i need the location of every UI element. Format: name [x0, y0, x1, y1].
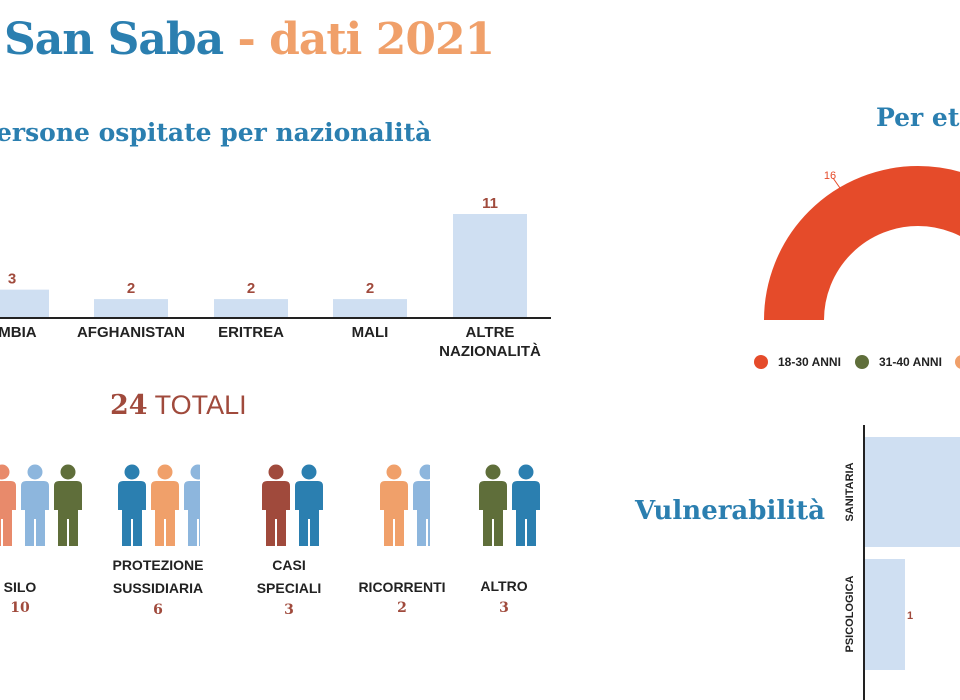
- person-icon-group: [477, 464, 543, 548]
- age-legend-dot: [955, 355, 960, 369]
- vulnerability-category-label: SANITARIA: [844, 462, 856, 522]
- nationality-bar-value: 2: [247, 280, 255, 297]
- vulnerability-chart-title: Vulnerabilità: [635, 496, 825, 526]
- person-icon-group: [0, 464, 85, 548]
- age-legend-label: 31-40 ANNI: [879, 355, 942, 369]
- age-legend-dot: [754, 355, 768, 369]
- group-label-line2: SPECIALI: [256, 580, 322, 596]
- nationality-chart-title: ersone ospitate per nazionalità: [0, 118, 432, 147]
- nationality-category-label: ALTRE NAZIONALITÀ: [415, 323, 565, 361]
- nationality-category-label: MALI: [295, 323, 445, 342]
- nationality-bar: [453, 214, 527, 318]
- nationality-category-label: AFGHANISTAN: [56, 323, 206, 342]
- age-legend-label: 18-30 ANNI: [778, 355, 841, 369]
- group-label-line2: SILO: [3, 579, 37, 595]
- vulnerability-bar-value: 1: [907, 610, 913, 622]
- group-count: 3: [284, 602, 294, 618]
- vulnerability-bar: [865, 437, 960, 547]
- nationality-bar-value: 3: [8, 271, 16, 288]
- nationality-category-label-line: ERITREA: [218, 324, 284, 341]
- age-legend-item: 18-30 ANNI: [754, 355, 841, 369]
- person-icons: [0, 464, 82, 546]
- group-label-line1: CASI: [272, 557, 306, 573]
- nationality-category-label: AMBIA: [0, 323, 87, 342]
- person-icon: [21, 464, 49, 546]
- person-icons: [380, 464, 430, 546]
- person-icon: [479, 464, 507, 546]
- vulnerability-bar-chart: 1: [863, 425, 960, 700]
- person-icon: [413, 464, 430, 546]
- person-icon-group: [116, 464, 200, 548]
- age-slice-18-30: [764, 166, 960, 321]
- person-icon: [54, 464, 82, 546]
- group-label-line1: PROTEZIONE: [112, 557, 204, 573]
- person-icon: [184, 464, 200, 546]
- group-count: 2: [397, 600, 407, 616]
- person-icon: [262, 464, 290, 546]
- person-icon: [380, 464, 408, 546]
- nationality-bar: [214, 299, 288, 318]
- vulnerability-category-label: PSICOLOGICA: [844, 575, 856, 653]
- person-icon: [0, 464, 16, 546]
- age-slice-value: 16: [824, 170, 836, 182]
- age-legend-dot: [855, 355, 869, 369]
- person-icons: [118, 464, 200, 546]
- age-chart-title: Per età: [876, 103, 960, 132]
- group-label-line2: SUSSIDIARIA: [112, 580, 204, 596]
- group-label-line2: ALTRO: [480, 578, 528, 594]
- nationality-bar-value: 11: [482, 195, 498, 212]
- page-title: San Saba - dati 2021: [4, 14, 495, 65]
- nationality-category-label-line: MALI: [351, 324, 389, 341]
- totals-number: 24: [110, 390, 148, 421]
- person-icon: [118, 464, 146, 546]
- title-separator: -: [237, 14, 255, 65]
- nationality-bar-value: 2: [127, 280, 135, 297]
- totals-label: TOTALI: [154, 390, 247, 420]
- age-donut-chart: 16: [764, 166, 960, 321]
- nationality-category-label-line: AFGHANISTAN: [76, 324, 186, 341]
- nationality-category-label-line: AMBIA: [0, 324, 37, 341]
- group-count: 6: [153, 602, 163, 618]
- title-year: dati 2021: [269, 14, 495, 65]
- totals-heading: 24 TOTALI: [110, 390, 247, 421]
- person-icon: [512, 464, 540, 546]
- nationality-bar-chart: 3 2 2 2 11: [0, 195, 551, 319]
- person-icon: [151, 464, 179, 546]
- title-main: San Saba: [4, 14, 224, 65]
- nationality-category-label: ERITREA: [176, 323, 326, 342]
- person-icons: [262, 464, 323, 546]
- age-slice-leader-line: [832, 177, 841, 189]
- person-icon: [295, 464, 323, 546]
- group-count: 3: [499, 600, 509, 616]
- nationality-bar: [94, 299, 168, 318]
- nationality-bar: [333, 299, 407, 318]
- nationality-category-label-line: ALTRE: [465, 324, 515, 341]
- age-legend-item: 31-40 ANNI: [855, 355, 942, 369]
- person-icon-group: [378, 464, 430, 548]
- vulnerability-bar: [865, 559, 905, 670]
- person-icon-group: [260, 464, 326, 548]
- nationality-category-label-line: NAZIONALITÀ: [439, 343, 541, 360]
- person-icons: [479, 464, 540, 546]
- group-count: 10: [10, 600, 30, 616]
- nationality-bar-value: 2: [366, 280, 374, 297]
- group-label-line2: RICORRENTI: [358, 579, 446, 595]
- nationality-bar: [0, 289, 49, 318]
